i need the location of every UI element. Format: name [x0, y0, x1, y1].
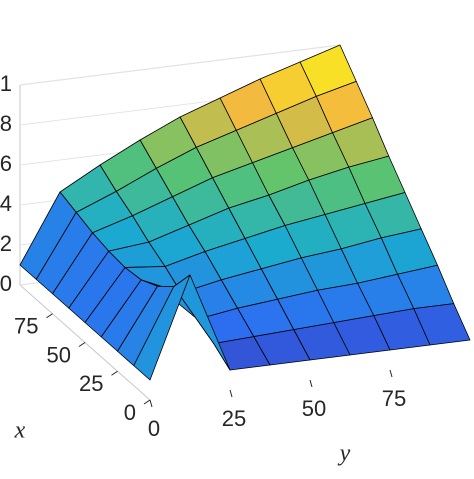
x-tick-label: 50 — [47, 342, 71, 367]
x-tick — [111, 370, 118, 376]
z-tick-label: 1 — [0, 71, 12, 96]
z-tick-label: 0.2 — [0, 231, 12, 256]
y-axis-label: y — [338, 441, 351, 467]
y-tick-label: 75 — [382, 386, 406, 411]
y-tick-label: 25 — [222, 406, 246, 431]
surface — [19, 44, 471, 381]
x-tick-label: 25 — [79, 371, 103, 396]
y-tick — [309, 379, 313, 388]
z-tick-label: 0 — [0, 271, 12, 296]
y-tick — [149, 399, 153, 408]
z-tick-label: 0.8 — [0, 111, 12, 136]
x-tick — [78, 342, 86, 347]
y-tick-label: 0 — [148, 416, 160, 441]
z-grid-line — [19, 44, 341, 86]
x-tick — [143, 399, 151, 405]
y-tick — [389, 369, 393, 378]
x-tick-label: 0 — [124, 400, 136, 425]
x-tick-label: 75 — [14, 314, 38, 339]
x-tick — [46, 313, 53, 319]
z-tick-label: 0.4 — [0, 191, 12, 216]
x-axis-label: x — [14, 418, 26, 444]
z-tick-label: 0.6 — [0, 151, 12, 176]
surface-patch — [133, 274, 191, 381]
y-tick-label: 50 — [302, 396, 326, 421]
y-tick — [229, 389, 233, 398]
